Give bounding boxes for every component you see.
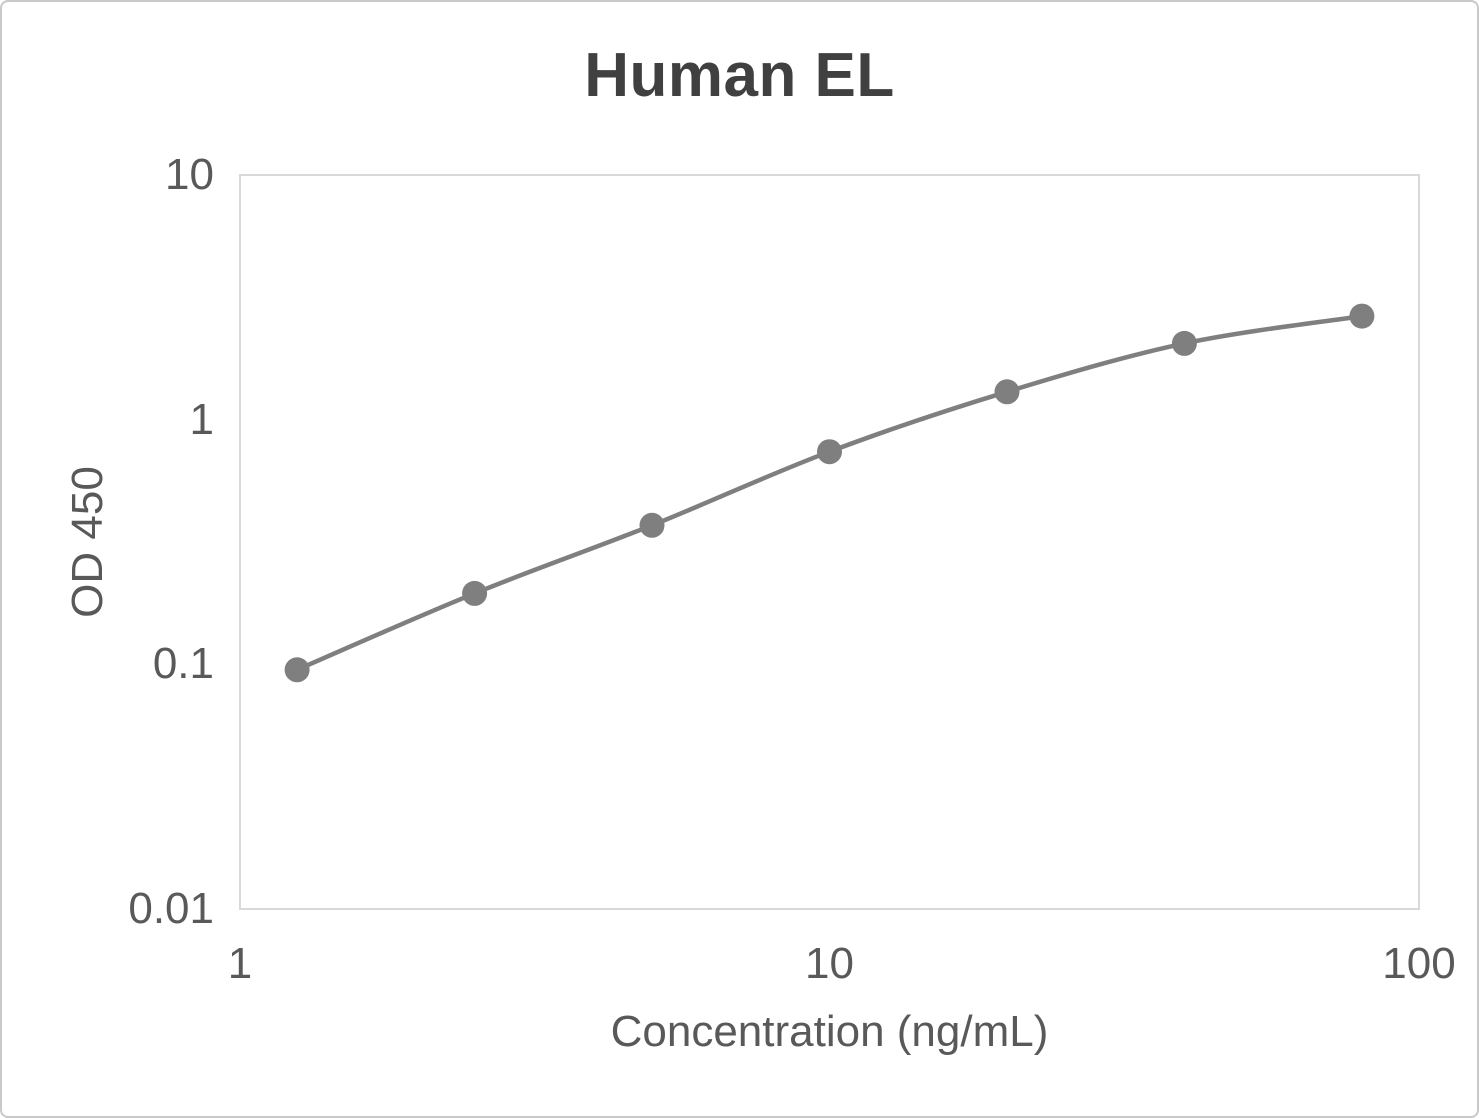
data-point-20	[994, 379, 1020, 405]
data-point-1.25	[284, 657, 310, 683]
x-tick-1: 1	[227, 939, 253, 988]
y-tick-0-01: 0.01	[128, 884, 214, 933]
data-point-2.5	[462, 580, 488, 606]
x-tick-10: 10	[805, 939, 854, 988]
y-tick-10: 10	[165, 150, 214, 199]
x-tick-100: 100	[1382, 939, 1456, 988]
data-point-80	[1349, 303, 1375, 329]
data-point-40	[1171, 330, 1197, 356]
y-tick-0-1: 0.1	[152, 639, 214, 689]
data-point-10	[817, 439, 842, 465]
y-tick-1: 1	[189, 394, 214, 444]
chart-title: Human EL	[584, 41, 895, 110]
series-line	[294, 313, 1365, 673]
x-axis-label: Concentration (ng/mL)	[610, 1007, 1049, 1056]
data-point-5	[639, 512, 665, 538]
plot-border	[239, 174, 1420, 910]
